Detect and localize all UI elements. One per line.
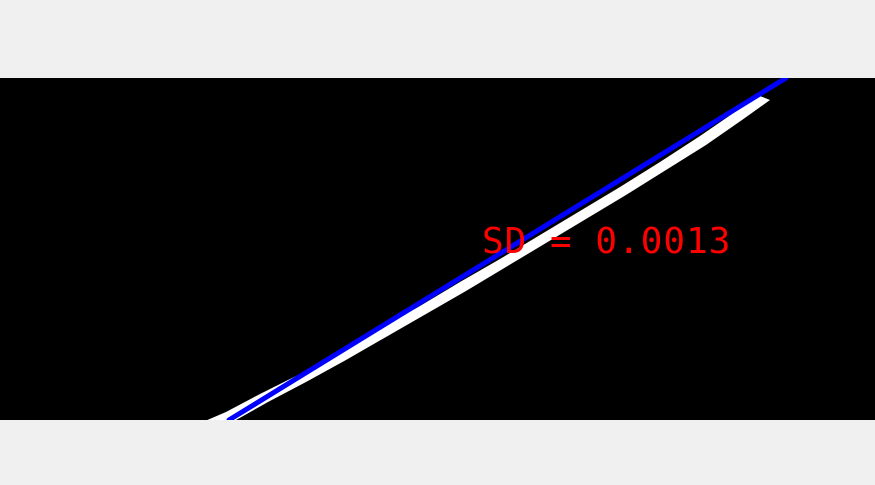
edge-plot [0, 78, 875, 420]
standard-deviation-label: SD = 0.0013 [482, 224, 731, 260]
top-margin [0, 0, 875, 78]
bottom-margin [0, 420, 875, 485]
analysis-image-panel: SD = 0.0013 [0, 78, 875, 420]
